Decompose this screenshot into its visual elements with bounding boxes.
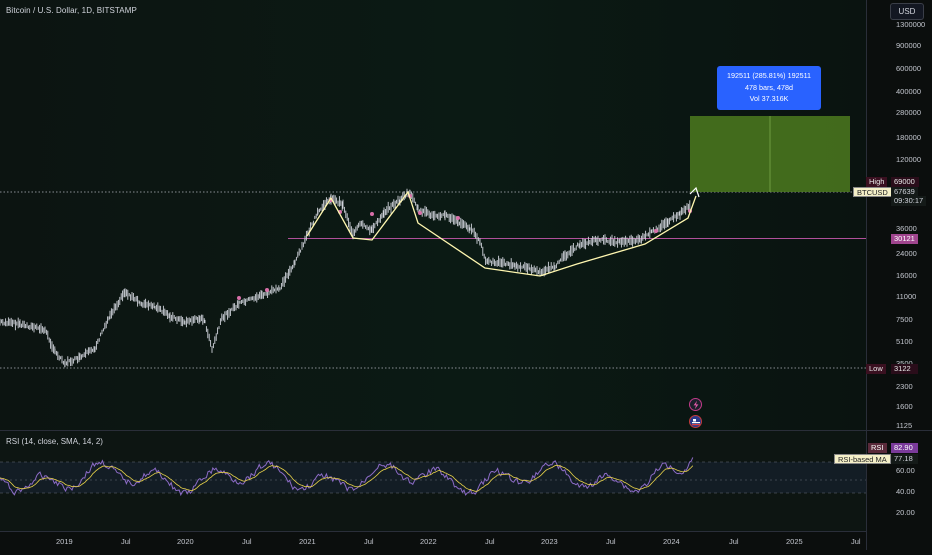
flag-us-icon[interactable] bbox=[689, 415, 702, 428]
price-axis-label: 2300 bbox=[896, 382, 913, 391]
time-axis-label: Jul bbox=[606, 537, 616, 546]
time-axis-label: 2021 bbox=[299, 537, 316, 546]
rsi-axis-label: 40.00 bbox=[896, 487, 915, 496]
high-label-tag: High bbox=[866, 177, 888, 187]
measure-bars: 478 bars, 478d bbox=[745, 82, 793, 92]
last-price-tag: 67639 bbox=[891, 187, 918, 197]
symbol-tag: BTCUSD bbox=[853, 187, 892, 197]
candle-marker bbox=[418, 211, 422, 215]
price-axis-label: 24000 bbox=[896, 249, 917, 258]
lightning-icon[interactable] bbox=[689, 398, 702, 411]
rsi-ma-value-tag: 77.18 bbox=[891, 454, 918, 464]
time-axis-label: 2020 bbox=[177, 537, 194, 546]
time-axis-label: Jul bbox=[729, 537, 739, 546]
rsi-axis-label: 20.00 bbox=[896, 508, 915, 517]
price-axis-label: 16000 bbox=[896, 271, 917, 280]
price-axis-label: 900000 bbox=[896, 41, 921, 50]
time-axis-label: 2019 bbox=[56, 537, 73, 546]
time-axis-label: 2023 bbox=[541, 537, 558, 546]
lightning-glyph bbox=[693, 400, 698, 409]
measure-change: 192511 (285.81%) 192511 bbox=[726, 71, 812, 80]
support-value-tag: 30121 bbox=[891, 234, 918, 244]
time-axis-label: Jul bbox=[121, 537, 131, 546]
candle-marker bbox=[654, 229, 658, 233]
low-value-tag: 3122 bbox=[891, 364, 918, 374]
rsi-line[interactable] bbox=[0, 457, 694, 497]
candle-marker bbox=[370, 212, 374, 216]
measure-info-box: 192511 (285.81%) 192511 478 bars, 478d V… bbox=[717, 66, 821, 110]
price-axis-label: 7500 bbox=[896, 315, 913, 324]
pattern-line[interactable] bbox=[306, 190, 697, 277]
candle-marker bbox=[237, 296, 241, 300]
rsi-label-tag: RSI bbox=[868, 443, 887, 453]
rsi-axis[interactable]: 60.00 40.00 20.00 bbox=[896, 466, 915, 517]
high-value-tag: 69000 bbox=[891, 177, 919, 187]
price-axis-label: 600000 bbox=[896, 64, 921, 73]
rsi-pane-bg bbox=[0, 431, 866, 531]
countdown-tag: 09:30:17 bbox=[891, 196, 927, 206]
rsi-axis-label: 60.00 bbox=[896, 466, 915, 475]
time-axis-label: Jul bbox=[485, 537, 495, 546]
price-axis-label: 5100 bbox=[896, 337, 913, 346]
time-axis[interactable]: 2019 Jul 2020 Jul 2021 Jul 2022 Jul 2023… bbox=[56, 537, 861, 546]
price-candles[interactable] bbox=[0, 188, 691, 368]
flag-glyph bbox=[691, 418, 700, 425]
price-axis-label: 180000 bbox=[896, 133, 921, 142]
price-axis-label: 400000 bbox=[896, 87, 921, 96]
rsi-title: RSI (14, close, SMA, 14, 2) bbox=[6, 437, 103, 446]
price-axis-label: 1125 bbox=[896, 421, 912, 430]
rsi-ma-line[interactable] bbox=[0, 464, 694, 492]
currency-button[interactable]: USD bbox=[890, 3, 924, 20]
price-axis[interactable]: 1300000 900000 600000 400000 280000 1800… bbox=[896, 20, 925, 430]
time-axis-label: Jul bbox=[851, 537, 861, 546]
time-axis-label: 2022 bbox=[420, 537, 437, 546]
price-axis-label: 36000 bbox=[896, 224, 917, 233]
time-axis-label: 2024 bbox=[663, 537, 680, 546]
price-axis-label: 1300000 bbox=[896, 20, 925, 29]
price-axis-label: 1600 bbox=[896, 402, 913, 411]
price-axis-label: 280000 bbox=[896, 108, 921, 117]
time-axis-label: Jul bbox=[364, 537, 374, 546]
rsi-ma-label-tag: RSI-based MA bbox=[834, 454, 891, 464]
low-label-tag: Low bbox=[866, 364, 886, 374]
candle-marker bbox=[265, 288, 269, 292]
rsi-value-tag: 82.90 bbox=[891, 443, 918, 453]
measure-volume: Vol 37.316K bbox=[749, 94, 789, 103]
time-axis-label: Jul bbox=[242, 537, 252, 546]
price-axis-label: 120000 bbox=[896, 155, 921, 164]
target-arrow-icon bbox=[689, 186, 700, 198]
time-axis-label: 2025 bbox=[786, 537, 803, 546]
price-axis-label: 3500 bbox=[896, 359, 913, 368]
chart-title: Bitcoin / U.S. Dollar, 1D, BITSTAMP bbox=[6, 6, 137, 15]
price-axis-label: 11000 bbox=[896, 292, 916, 301]
candle-marker bbox=[456, 216, 460, 220]
